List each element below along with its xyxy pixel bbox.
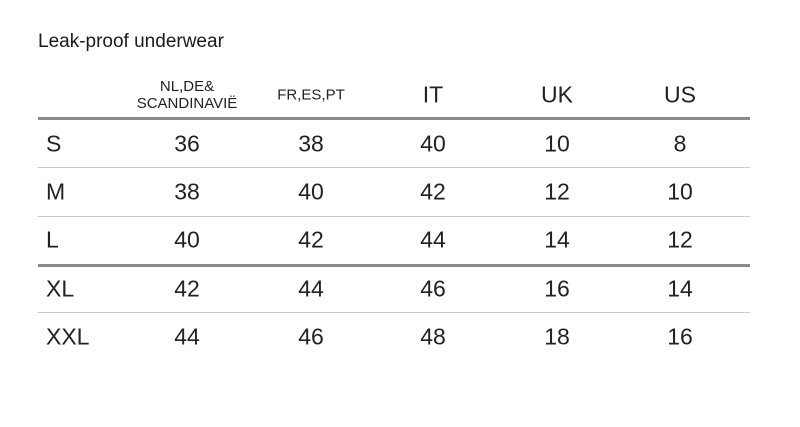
header-line: SCANDINAVIË [136, 95, 238, 112]
size-cell: 38 [298, 130, 324, 157]
header-line: NL,DE& [159, 78, 215, 95]
size-cell: 18 [544, 323, 570, 350]
size-cell: 10 [544, 130, 570, 157]
column-header-fr-es-pt: FR,ES,PT [277, 86, 345, 104]
size-cell: 46 [420, 275, 446, 302]
size-cell: 44 [298, 275, 324, 302]
column-header-us: US [664, 81, 696, 108]
size-cell: 46 [298, 323, 324, 350]
size-cell: 40 [174, 226, 200, 253]
size-cell: 14 [544, 226, 570, 253]
size-label: S [46, 130, 62, 157]
size-cell: 48 [420, 323, 446, 350]
size-cell: 40 [420, 130, 446, 157]
size-label: XXL [46, 323, 90, 350]
size-cell: 40 [298, 178, 324, 205]
column-header-uk: UK [541, 81, 573, 108]
size-cell: 10 [667, 178, 693, 205]
size-cell: 16 [667, 323, 693, 350]
header-divider [38, 117, 750, 120]
size-cell: 42 [174, 275, 200, 302]
size-cell: 14 [667, 275, 693, 302]
size-cell: 8 [673, 130, 687, 157]
table-title: Leak-proof underwear [38, 31, 224, 52]
size-cell: 44 [420, 226, 446, 253]
column-header-it: IT [422, 81, 444, 108]
size-cell: 44 [174, 323, 200, 350]
group-divider [38, 264, 750, 267]
size-cell: 12 [544, 178, 570, 205]
row-divider [38, 167, 750, 168]
size-cell: 12 [667, 226, 693, 253]
row-divider [38, 216, 750, 217]
size-cell: 42 [420, 178, 446, 205]
column-header-nl-de-scandinavie: NL,DE& SCANDINAVIË [137, 78, 238, 112]
row-divider [38, 312, 750, 313]
size-label: M [46, 178, 66, 205]
size-cell: 36 [174, 130, 200, 157]
size-cell: 38 [174, 178, 200, 205]
size-label: XL [46, 275, 75, 302]
size-cell: 16 [544, 275, 570, 302]
size-label: L [46, 226, 59, 253]
size-cell: 42 [298, 226, 324, 253]
